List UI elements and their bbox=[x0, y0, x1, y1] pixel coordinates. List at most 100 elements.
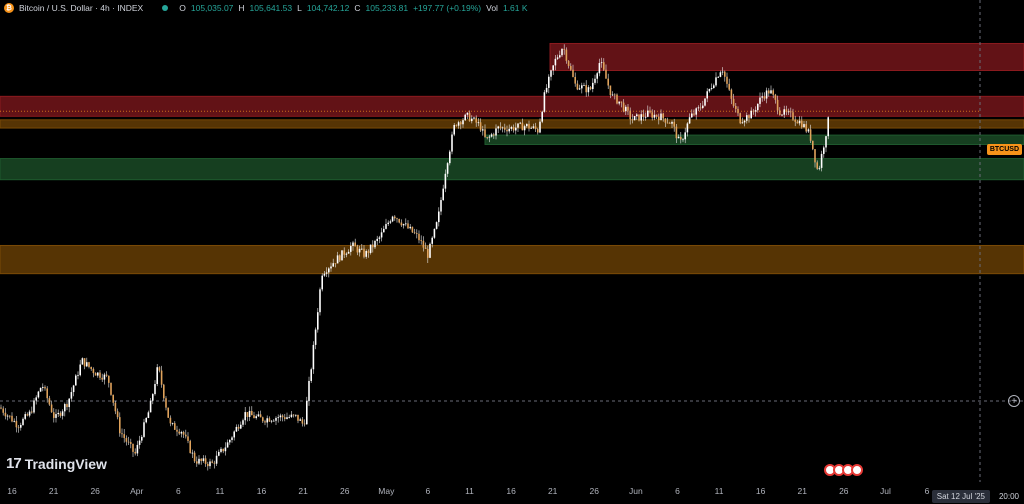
pivot-zone[interactable] bbox=[0, 119, 1024, 129]
candle-body bbox=[565, 49, 568, 61]
candle-body bbox=[763, 96, 766, 99]
current-price-tag: BTCUSD bbox=[986, 144, 1022, 155]
candle-body bbox=[695, 108, 697, 115]
candle-body bbox=[42, 386, 44, 388]
pivot-zone[interactable] bbox=[0, 244, 1024, 275]
candle-body bbox=[385, 224, 387, 229]
candle-body bbox=[519, 122, 521, 124]
close-label: C bbox=[354, 3, 361, 13]
candle-body bbox=[220, 448, 222, 452]
candle-body bbox=[266, 418, 268, 423]
candle-body bbox=[765, 90, 768, 99]
candle-body bbox=[770, 90, 772, 94]
candle-body bbox=[279, 415, 282, 418]
low-value: 104,742.12 bbox=[306, 3, 350, 13]
volume-value: 1.61 K bbox=[502, 3, 528, 13]
candle-body bbox=[473, 117, 475, 119]
candle-body bbox=[605, 69, 607, 79]
symbol-header: ₿ Bitcoin / U.S. Dollar · 4h · INDEX O 10… bbox=[0, 0, 528, 16]
symbol-title[interactable]: Bitcoin / U.S. Dollar · 4h · INDEX bbox=[19, 3, 144, 13]
candle-body bbox=[721, 71, 724, 73]
candle-body bbox=[803, 124, 805, 128]
candle-body bbox=[154, 384, 156, 395]
add-alert-button[interactable]: + bbox=[1008, 395, 1020, 407]
candle-body bbox=[39, 387, 42, 392]
x-axis-tick-label: 11 bbox=[465, 486, 474, 496]
candle-body bbox=[200, 458, 202, 461]
x-axis-tick-label: 16 bbox=[506, 486, 516, 496]
candle-body bbox=[688, 117, 691, 124]
candle-body bbox=[165, 398, 167, 408]
candle-body bbox=[253, 415, 255, 419]
candle-body bbox=[361, 248, 363, 250]
candle-body bbox=[193, 452, 196, 462]
support-zone[interactable] bbox=[484, 134, 1024, 145]
candle-body bbox=[301, 419, 304, 424]
candle-body bbox=[642, 114, 645, 117]
candle-body bbox=[464, 114, 466, 121]
resistance-zone[interactable] bbox=[0, 95, 1024, 117]
candle-body bbox=[479, 122, 482, 131]
candle-body bbox=[482, 129, 484, 131]
candle-body bbox=[328, 268, 330, 273]
candle-body bbox=[288, 416, 290, 418]
candle-body bbox=[28, 411, 31, 416]
x-axis-tick-label: 11 bbox=[715, 486, 724, 496]
candle-body bbox=[457, 122, 460, 126]
candle-body bbox=[726, 76, 728, 84]
candle-body bbox=[207, 463, 209, 467]
candle-body bbox=[378, 237, 381, 239]
candle-body bbox=[281, 415, 284, 418]
candle-body bbox=[149, 400, 152, 413]
candle-body bbox=[119, 417, 121, 434]
economic-events[interactable] bbox=[824, 464, 863, 476]
candle-body bbox=[191, 452, 194, 454]
candle-body bbox=[710, 88, 713, 89]
candle-body bbox=[299, 419, 301, 421]
candle-body bbox=[629, 110, 631, 120]
candle-body bbox=[449, 151, 451, 164]
candle-body bbox=[431, 237, 433, 244]
candle-body bbox=[664, 118, 667, 123]
candle-body bbox=[143, 422, 145, 437]
candle-body bbox=[534, 126, 537, 130]
candle-body bbox=[440, 200, 442, 212]
candle-body bbox=[541, 111, 543, 122]
candle-body bbox=[739, 113, 741, 124]
candle-body bbox=[818, 167, 821, 169]
resistance-zone[interactable] bbox=[549, 42, 1024, 71]
candle-body bbox=[55, 414, 57, 418]
candle-body bbox=[350, 246, 352, 252]
candle-body bbox=[796, 121, 799, 124]
candle-body bbox=[99, 372, 101, 378]
candle-body bbox=[699, 107, 702, 109]
candle-body bbox=[79, 364, 81, 376]
candle-body bbox=[394, 216, 396, 219]
candle-body bbox=[510, 127, 513, 129]
tradingview-logo[interactable]: 17 TradingView bbox=[6, 455, 107, 472]
candle-body bbox=[114, 402, 117, 412]
candle-body bbox=[757, 103, 759, 111]
candle-body bbox=[72, 385, 75, 393]
candle-body bbox=[611, 94, 614, 96]
candle-body bbox=[754, 110, 757, 112]
candle-body bbox=[592, 82, 594, 90]
candle-body bbox=[730, 89, 733, 99]
candle-body bbox=[176, 429, 178, 432]
us-flag-icon[interactable] bbox=[851, 464, 863, 476]
x-axis-tick-label: 26 bbox=[90, 486, 100, 496]
candle-body bbox=[651, 112, 653, 118]
candle-body bbox=[160, 370, 163, 385]
candle-body bbox=[356, 246, 359, 253]
candle-body bbox=[776, 99, 779, 111]
candle-body bbox=[622, 102, 625, 112]
candle-body bbox=[682, 139, 684, 141]
candle-body bbox=[706, 91, 708, 99]
support-zone[interactable] bbox=[0, 158, 1024, 181]
crosshair-date-tag: Sat 12 Jul '25 bbox=[931, 490, 990, 503]
x-axis-tick-label: 16 bbox=[7, 486, 17, 496]
candle-body bbox=[781, 114, 783, 116]
candle-body bbox=[486, 136, 488, 138]
candle-body bbox=[81, 358, 84, 365]
